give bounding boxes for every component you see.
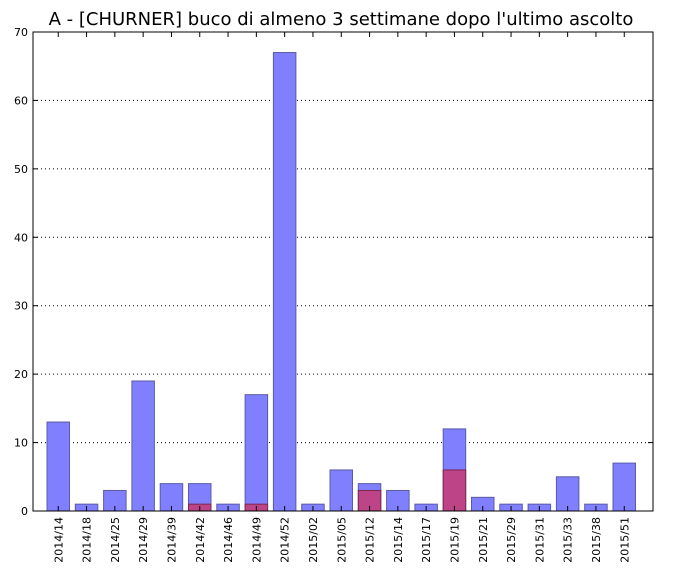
x-tick-label: 2015/17 — [420, 517, 433, 563]
x-tick-label: 2015/33 — [562, 517, 575, 563]
x-axis: 2014/14 2014/18 2014/25 2014/29 2014/39 2014/… — [52, 32, 631, 563]
y-tick-label: 40 — [14, 231, 28, 244]
x-tick-label: 2014/25 — [109, 517, 122, 563]
bar-series-1-2015/19 — [442, 469, 467, 512]
bar-series-0-2015/33 — [555, 476, 580, 512]
y-tick-label: 0 — [21, 505, 28, 518]
y-tick-label: 70 — [14, 26, 28, 39]
bar-series-0-2015/51 — [612, 462, 636, 512]
x-tick-label: 2014/39 — [165, 517, 178, 563]
x-tick-label: 2015/29 — [505, 517, 518, 563]
y-tick-label: 60 — [14, 94, 28, 107]
bar-series-0-2014/52 — [272, 52, 297, 512]
chart-title: A - [CHURNER] buco di almeno 3 settimane… — [49, 9, 634, 30]
x-tick-label: 2015/31 — [533, 517, 546, 563]
bar-series-0-2015/05 — [329, 469, 353, 512]
y-tick-label: 10 — [14, 437, 28, 450]
grid — [33, 99, 653, 444]
x-tick-label: 2014/46 — [222, 517, 235, 563]
y-axis: 0 10 20 30 40 50 60 70 — [14, 26, 653, 518]
x-tick-label: 2014/18 — [81, 517, 94, 563]
x-tick-label: 2014/52 — [279, 517, 292, 563]
x-tick-label: 2014/29 — [137, 517, 150, 563]
y-tick-label: 30 — [14, 300, 28, 313]
x-tick-label: 2015/38 — [590, 517, 603, 563]
x-tick-label: 2015/21 — [477, 517, 490, 563]
x-tick-label: 2015/02 — [307, 517, 320, 563]
bar-series-0-2014/14 — [46, 421, 70, 512]
x-tick-label: 2015/12 — [364, 517, 377, 563]
y-tick-label: 20 — [14, 368, 28, 381]
x-tick-label: 2014/14 — [52, 517, 65, 563]
x-tick-label: 2014/42 — [194, 517, 207, 563]
x-tick-label: 2014/49 — [250, 517, 263, 563]
x-tick-label: 2015/14 — [392, 517, 405, 563]
y-tick-label: 50 — [14, 163, 28, 176]
plot-frame — [32, 31, 654, 512]
x-tick-label: 2015/19 — [448, 517, 461, 563]
bar-series-0-2014/29 — [131, 380, 155, 512]
bar-series-0-2014/49 — [244, 394, 269, 512]
x-tick-label: 2015/05 — [335, 517, 348, 563]
x-tick-label: 2015/51 — [618, 517, 631, 563]
